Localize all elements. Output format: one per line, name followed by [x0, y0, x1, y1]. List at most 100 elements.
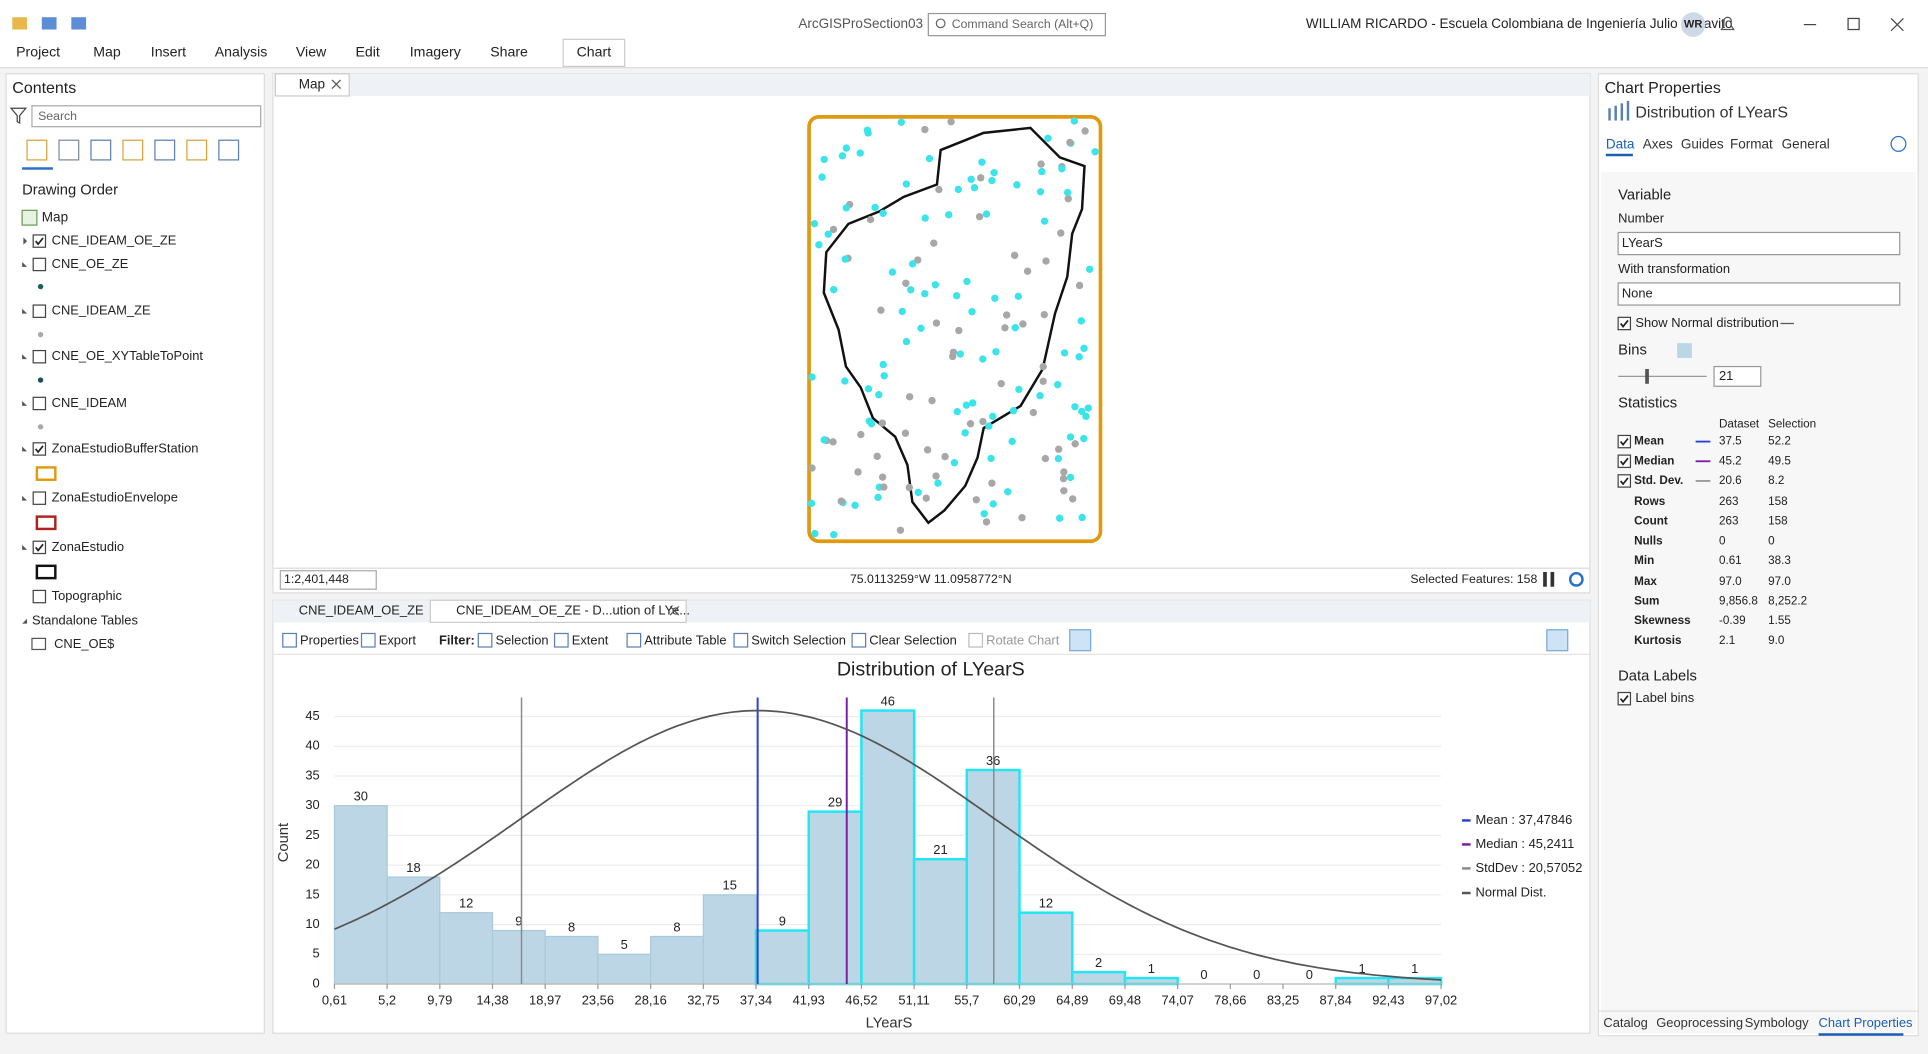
map-feature[interactable]: [1040, 217, 1049, 225]
histogram-bar[interactable]: [807, 810, 863, 986]
map-feature[interactable]: [988, 479, 996, 487]
toolbar-button[interactable]: Extent: [572, 632, 609, 647]
map-feature[interactable]: [989, 500, 997, 508]
layer-name[interactable]: ZonaEstudio: [52, 539, 124, 554]
map-feature[interactable]: [905, 483, 913, 492]
tab-close[interactable]: [331, 79, 342, 89]
layer-name[interactable]: ZonaEstudioEnvelope: [52, 490, 178, 505]
histogram-bar[interactable]: [702, 894, 757, 985]
properties-tab[interactable]: General: [1782, 137, 1830, 152]
map-feature[interactable]: [854, 468, 862, 476]
map-feature[interactable]: [1029, 408, 1038, 417]
map-feature[interactable]: [980, 510, 988, 518]
map-feature[interactable]: [829, 225, 838, 234]
properties-tab[interactable]: Axes: [1643, 137, 1673, 152]
map-feature[interactable]: [896, 526, 905, 534]
map-feature[interactable]: [950, 459, 959, 467]
map-feature[interactable]: [807, 499, 816, 508]
map-feature[interactable]: [968, 308, 976, 316]
map-feature[interactable]: [977, 174, 985, 182]
map-feature[interactable]: [1059, 474, 1068, 483]
spin-box[interactable]: [1713, 365, 1762, 387]
map-feature[interactable]: [1080, 434, 1088, 443]
slider-thumb[interactable]: [1645, 369, 1649, 384]
checkbox[interactable]: [1617, 316, 1632, 331]
map-feature[interactable]: [1001, 324, 1009, 332]
quick-access[interactable]: [12, 17, 28, 30]
map-feature[interactable]: [979, 417, 987, 426]
map-feature[interactable]: [935, 185, 943, 194]
map-feature[interactable]: [838, 152, 847, 160]
properties-tab[interactable]: Format: [1730, 137, 1773, 152]
checkbox[interactable]: [32, 304, 47, 318]
checkbox[interactable]: [1617, 691, 1632, 706]
map-feature[interactable]: [948, 352, 957, 361]
map-feature[interactable]: [871, 203, 879, 212]
checkbox[interactable]: [32, 491, 47, 505]
map-feature[interactable]: [989, 412, 997, 421]
notifications[interactable]: [1720, 16, 1735, 31]
map-feature[interactable]: [1082, 412, 1090, 421]
map-feature[interactable]: [966, 420, 975, 428]
histogram-bar[interactable]: [1071, 970, 1127, 986]
map-feature[interactable]: [902, 337, 911, 346]
map-feature[interactable]: [874, 493, 882, 502]
map-feature[interactable]: [1085, 265, 1094, 273]
map-feature[interactable]: [1014, 292, 1023, 301]
active-ribbon-tab[interactable]: [562, 38, 626, 68]
map-feature[interactable]: [1071, 440, 1079, 448]
contents-tool[interactable]: [186, 139, 208, 161]
pause-icon[interactable]: [1550, 571, 1555, 587]
map-feature[interactable]: [810, 220, 819, 228]
map-feature[interactable]: [1013, 181, 1021, 189]
select-tool[interactable]: [1069, 629, 1092, 652]
map-feature[interactable]: [1084, 404, 1092, 412]
map-feature[interactable]: [842, 144, 851, 152]
map-feature[interactable]: [1070, 117, 1078, 125]
map-feature[interactable]: [956, 350, 964, 358]
layer-name[interactable]: CNE_IDEAM_OE_ZE: [52, 232, 177, 247]
map-feature[interactable]: [901, 429, 910, 437]
view-tab[interactable]: CNE_IDEAM_OE_ZE - D...ution of LYe...: [456, 603, 690, 618]
legend-toggle[interactable]: [1546, 629, 1569, 652]
map-feature[interactable]: [921, 214, 929, 222]
map-feature[interactable]: [879, 360, 887, 369]
map-feature[interactable]: [1036, 188, 1045, 196]
properties-tab[interactable]: Data: [1606, 137, 1635, 152]
map-feature[interactable]: [987, 454, 995, 463]
map-feature[interactable]: [1037, 160, 1045, 168]
map-feature[interactable]: [945, 211, 953, 219]
map-feature[interactable]: [1044, 134, 1052, 142]
scale-box[interactable]: [279, 570, 377, 590]
map-feature[interactable]: [1066, 138, 1074, 147]
map-feature[interactable]: [1015, 385, 1023, 394]
map-feature[interactable]: [808, 373, 816, 381]
map-feature[interactable]: [967, 175, 975, 184]
map-feature[interactable]: [914, 488, 922, 497]
map-feature[interactable]: [955, 326, 963, 335]
map-feature[interactable]: [866, 215, 875, 224]
map-feature[interactable]: [818, 173, 826, 181]
map-feature[interactable]: [952, 292, 961, 300]
dropdown[interactable]: [1617, 231, 1901, 256]
map-feature[interactable]: [851, 501, 859, 509]
map-feature[interactable]: [953, 408, 961, 416]
map-feature[interactable]: [941, 452, 949, 461]
map-feature[interactable]: [982, 210, 991, 218]
map-feature[interactable]: [1069, 495, 1077, 503]
map-feature[interactable]: [1019, 320, 1027, 328]
tab-close[interactable]: [669, 605, 680, 616]
ribbon-tab[interactable]: Share: [490, 44, 528, 60]
map-feature[interactable]: [990, 169, 998, 177]
toolbar-button[interactable]: Rotate Chart: [986, 632, 1060, 647]
map-feature[interactable]: [979, 355, 987, 363]
toolbar-button[interactable]: Properties: [300, 632, 359, 647]
map-feature[interactable]: [841, 255, 849, 263]
map-feature[interactable]: [963, 277, 971, 286]
histogram-bar[interactable]: [333, 805, 388, 985]
map-feature[interactable]: [923, 446, 932, 454]
map-feature[interactable]: [808, 464, 816, 472]
contents-tool[interactable]: [58, 139, 80, 161]
map-feature[interactable]: [879, 209, 887, 217]
map-feature[interactable]: [992, 348, 1000, 356]
